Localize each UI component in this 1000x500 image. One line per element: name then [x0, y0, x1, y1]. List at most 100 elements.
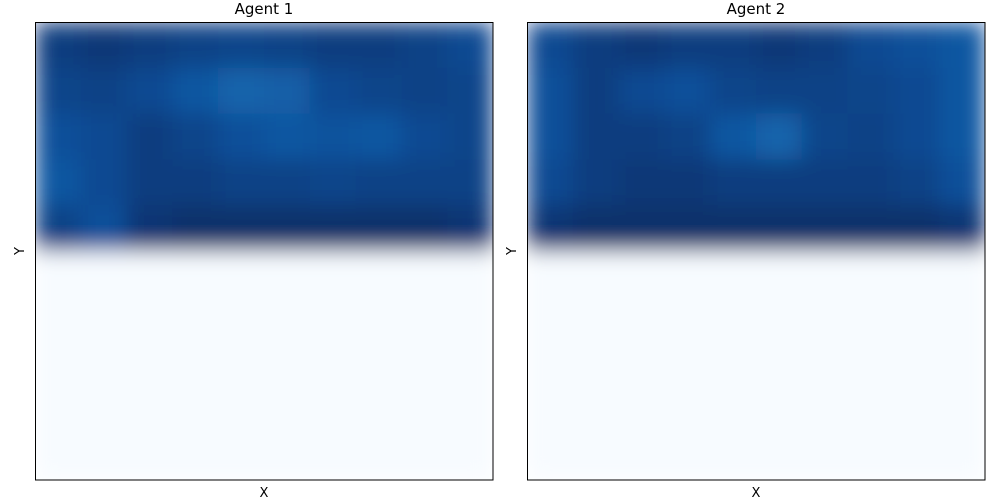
heatmap-cell	[618, 434, 665, 480]
heatmap-cell	[664, 205, 711, 252]
heatmap-cell	[847, 67, 894, 115]
heatmap-cell	[527, 113, 574, 160]
heatmap-cell	[218, 434, 265, 480]
y-axis-label: Y	[505, 247, 520, 256]
heatmap-cell	[401, 205, 448, 252]
panel-title: Agent 1	[235, 0, 294, 18]
heatmap-cell	[939, 434, 985, 480]
heatmap-cell	[80, 205, 128, 252]
heatmap-cell	[847, 159, 894, 206]
heatmap-cell	[847, 296, 894, 344]
heatmap-cell	[126, 434, 173, 480]
heatmap-cell	[126, 22, 173, 69]
heatmap-cell	[401, 434, 448, 480]
heatmap-cell	[527, 159, 574, 206]
heatmap-cell	[264, 296, 311, 344]
heatmap-cell	[664, 296, 711, 344]
heatmap-cell	[893, 251, 940, 298]
heatmap-cell	[664, 159, 711, 206]
heatmap-cell	[801, 67, 849, 115]
heatmap-cell	[847, 205, 894, 252]
heatmap-cell	[447, 113, 493, 160]
heatmap-cell	[710, 159, 757, 206]
heatmap-cell	[126, 342, 173, 389]
heatmap-cell	[847, 251, 894, 298]
heatmap-cell	[355, 22, 402, 69]
heatmap-cell	[447, 205, 493, 252]
heatmap-cell	[126, 388, 173, 435]
heatmap-cell	[309, 388, 357, 435]
heatmap-cell	[801, 296, 849, 344]
heatmap-cell	[309, 205, 357, 252]
heatmap-cell	[893, 434, 940, 480]
heatmap-cell	[80, 388, 128, 435]
heatmap-cell	[172, 342, 219, 389]
heatmap-cell	[618, 251, 665, 298]
heatmap-cell	[847, 388, 894, 435]
heatmap-cell	[664, 113, 711, 160]
heatmap-cell	[893, 342, 940, 389]
heatmap-cell	[35, 205, 82, 252]
heatmap-cell	[939, 251, 985, 298]
heatmap-cell	[309, 113, 357, 160]
heatmap-cell	[309, 434, 357, 480]
heatmap-cell	[172, 388, 219, 435]
heatmap-cell	[710, 205, 757, 252]
heatmap-cell	[401, 296, 448, 344]
heatmap-cell	[801, 159, 849, 206]
heatmap-cell	[80, 342, 128, 389]
heatmap-cell	[401, 22, 448, 69]
heatmap-cell	[218, 159, 265, 206]
heatmap-cell	[527, 434, 574, 480]
heatmap-cell	[35, 67, 82, 115]
heatmap-cell	[527, 296, 574, 344]
heatmap-cell	[172, 22, 219, 69]
heatmap-cell	[218, 296, 265, 344]
heatmap-cell	[801, 434, 849, 480]
heatmap-cell	[126, 251, 173, 298]
heatmap-cell	[756, 388, 803, 435]
heatmap-cell	[893, 113, 940, 160]
panel-title: Agent 2	[727, 0, 786, 18]
heatmap-cell	[756, 67, 803, 115]
heatmap-cell	[172, 296, 219, 344]
heatmap-cell	[527, 22, 574, 69]
heatmap-cell	[572, 296, 620, 344]
heatmap-cell	[664, 22, 711, 69]
heatmap-cell	[664, 342, 711, 389]
heatmap-cell	[756, 22, 803, 69]
heatmap-cell	[35, 251, 82, 298]
heatmap-cell	[35, 296, 82, 344]
heatmap-cell	[218, 251, 265, 298]
heatmap-cell	[527, 67, 574, 115]
heatmap-cell	[893, 67, 940, 115]
heatmap-cell	[401, 342, 448, 389]
heatmap-cell	[710, 388, 757, 435]
heatmap-cell	[939, 159, 985, 206]
x-axis-label: X	[752, 486, 761, 500]
heatmap-cell	[355, 296, 402, 344]
heatmap-cell	[172, 113, 219, 160]
heatmap-cell	[80, 22, 128, 69]
heatmap-cell	[309, 251, 357, 298]
heatmap-cell	[355, 113, 402, 160]
heatmap-cell	[35, 342, 82, 389]
heatmap-cell	[80, 159, 128, 206]
heatmap-cell	[172, 434, 219, 480]
heatmap-cell	[126, 159, 173, 206]
heatmap-cell	[939, 113, 985, 160]
heatmap-cell	[939, 67, 985, 115]
heatmap-cell	[401, 388, 448, 435]
heatmap-cell	[527, 342, 574, 389]
heatmap-cell	[893, 388, 940, 435]
heatmap-cell	[664, 434, 711, 480]
heatmap-cell	[447, 342, 493, 389]
heatmap-cell	[447, 251, 493, 298]
heatmap-cell	[756, 434, 803, 480]
heatmap-cell	[756, 296, 803, 344]
heatmap-cell	[801, 205, 849, 252]
heatmap-cell	[264, 342, 311, 389]
heatmap-cell	[618, 342, 665, 389]
heatmap-cell	[618, 205, 665, 252]
